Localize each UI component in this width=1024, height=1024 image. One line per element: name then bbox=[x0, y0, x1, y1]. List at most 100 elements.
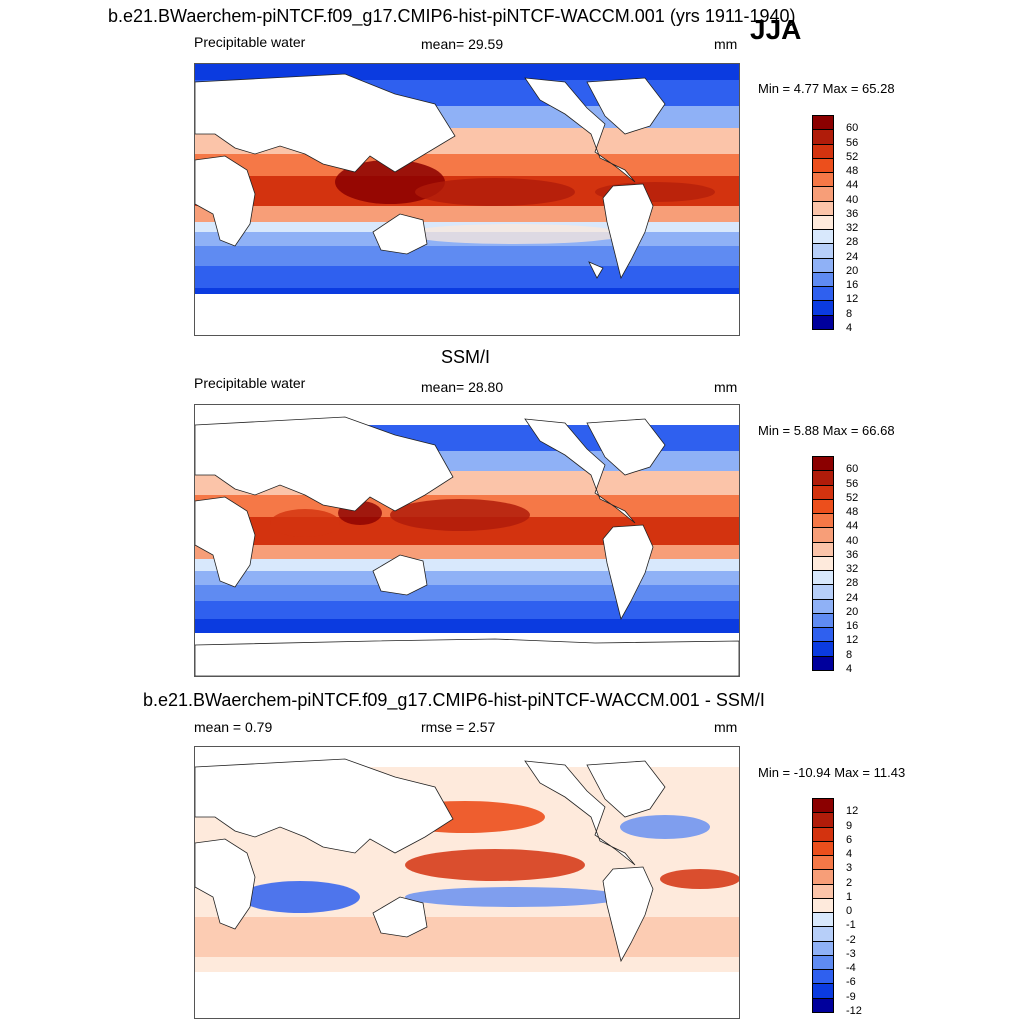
panel2-colorbar-swatch bbox=[812, 456, 834, 472]
panel1-colorbar-tick: 60 bbox=[846, 122, 859, 135]
panel1-colorbar-swatch bbox=[812, 229, 834, 245]
panel3-colorbar-swatch bbox=[812, 912, 834, 928]
panel3-colorbar-tick: -12 bbox=[846, 1005, 862, 1017]
panel1-map bbox=[194, 63, 740, 336]
panel2-colorbar-tick: 8 bbox=[846, 648, 853, 661]
panel3-colorbar-tick: -2 bbox=[846, 933, 856, 946]
panel1-colorbar-swatch bbox=[812, 314, 834, 330]
panel3-colorbar-tick: -9 bbox=[846, 990, 856, 1003]
panel3-units: mm bbox=[714, 719, 738, 735]
panel1-variable-label: Precipitable water bbox=[194, 34, 306, 50]
panel3-colorbar-tick: -1 bbox=[846, 919, 856, 932]
panel3-colorbar-swatch bbox=[812, 969, 834, 985]
panel3-colorbar-swatch bbox=[812, 855, 834, 871]
panel2-minmax: Min = 5.88 Max = 66.68 bbox=[758, 423, 895, 438]
panel3-map bbox=[194, 746, 740, 1019]
panel1-colorbar-swatch bbox=[812, 186, 834, 202]
panel2-colorbar-swatch bbox=[812, 498, 834, 515]
panel2-variable-label: Precipitable water bbox=[194, 375, 306, 391]
panel1-colorbar-swatch bbox=[812, 271, 834, 288]
panel2-colorbar-tick: 52 bbox=[846, 491, 859, 504]
panel2-colorbar-swatch bbox=[812, 555, 834, 572]
panel3-colorbar-swatch bbox=[812, 997, 834, 1013]
panel1-colorbar-tick: 12 bbox=[846, 293, 859, 306]
panel1-colorbar-tick: 48 bbox=[846, 165, 859, 178]
panel1-colorbar-swatch bbox=[812, 214, 834, 231]
panel2-colorbar-swatch bbox=[812, 598, 834, 614]
panel1-colorbar-tick: 44 bbox=[846, 179, 859, 192]
panel3-colorbar-swatch bbox=[812, 897, 834, 914]
panel3-colorbar: 12 9 6 4 3 2 1 0 -1 -2 -3 -4 -6 -9 -12 bbox=[812, 798, 872, 1017]
panel1-colorbar-swatch bbox=[812, 300, 834, 316]
panel3-colorbar-swatch bbox=[812, 983, 834, 999]
panel2-colorbar-swatch bbox=[812, 627, 834, 643]
panel2-colorbar-swatch bbox=[812, 570, 834, 586]
panel3-colorbar-tick: 2 bbox=[846, 876, 853, 889]
panel3-colorbar-swatch bbox=[812, 954, 834, 971]
panel3-rmse-label: rmse = 2.57 bbox=[421, 719, 496, 735]
panel3-colorbar-swatch bbox=[812, 940, 834, 956]
panel2-subtitle: SSM/I bbox=[441, 347, 491, 367]
panel1-colorbar-tick: 28 bbox=[846, 236, 859, 249]
panel3-colorbar-swatch bbox=[812, 826, 834, 842]
panel1-colorbar-tick: 40 bbox=[846, 193, 859, 206]
panel3-colorbar-swatch bbox=[812, 926, 834, 942]
panel2-map bbox=[194, 404, 740, 677]
panel1-colorbar-tick: 8 bbox=[846, 307, 853, 320]
panel2-colorbar-tick: 56 bbox=[846, 477, 859, 490]
panel2-colorbar-tick: 24 bbox=[846, 591, 859, 604]
panel1-colorbar-swatch bbox=[812, 129, 834, 145]
panel1-colorbar-tick: 16 bbox=[846, 279, 859, 292]
panel3-colorbar-tick: 6 bbox=[846, 833, 853, 846]
panel1-colorbar-tick: 24 bbox=[846, 250, 859, 263]
panel3-colorbar-tick: 1 bbox=[846, 890, 853, 903]
panel3-colorbar-swatch bbox=[812, 840, 834, 857]
panel3-mean-label: mean = 0.79 bbox=[194, 719, 273, 735]
panel2-colorbar-tick: 20 bbox=[846, 605, 859, 618]
panel2-colorbar-tick: 36 bbox=[846, 548, 859, 561]
panel2-mean-label: mean= 28.80 bbox=[421, 379, 504, 395]
panel1-colorbar-tick: 52 bbox=[846, 150, 859, 163]
panel1-colorbar-swatch bbox=[812, 243, 834, 259]
panel1-colorbar-swatch bbox=[812, 286, 834, 302]
panel1-colorbar: 60 56 52 48 44 40 36 32 28 24 20 16 12 8 4 bbox=[812, 115, 872, 334]
panel2-colorbar-swatch bbox=[812, 641, 834, 657]
panel3-colorbar-tick: -6 bbox=[846, 976, 856, 989]
panel2-colorbar-tick: 44 bbox=[846, 520, 859, 533]
panel3-minmax: Min = -10.94 Max = 11.43 bbox=[758, 765, 906, 780]
panel2-colorbar-swatch bbox=[812, 470, 834, 486]
panel2-colorbar: 60 56 52 48 44 40 36 32 28 24 20 16 12 8 4 bbox=[812, 456, 872, 675]
panel3-colorbar-tick: 9 bbox=[846, 819, 853, 832]
panel1-colorbar-swatch bbox=[812, 115, 834, 131]
panel2-colorbar-tick: 12 bbox=[846, 634, 859, 647]
panel3-colorbar-tick: 3 bbox=[846, 862, 853, 875]
panel2-colorbar-swatch bbox=[812, 541, 834, 557]
panel3-colorbar-tick: 0 bbox=[846, 905, 853, 918]
panel2-units: mm bbox=[714, 379, 738, 395]
panel2-colorbar-tick: 4 bbox=[846, 663, 853, 675]
panel2-colorbar-swatch bbox=[812, 612, 834, 629]
panel2-colorbar-tick: 32 bbox=[846, 563, 859, 576]
panel3-colorbar-tick: 4 bbox=[846, 848, 853, 861]
panel1-colorbar-tick: 32 bbox=[846, 222, 859, 235]
panel1-colorbar-tick: 4 bbox=[846, 322, 853, 334]
panel1-colorbar-swatch bbox=[812, 257, 834, 273]
panel3-colorbar-tick: 12 bbox=[846, 805, 859, 818]
panel3-subtitle: b.e21.BWaerchem-piNTCF.f09_g17.CMIP6-his… bbox=[143, 690, 765, 710]
panel3-colorbar-tick: -4 bbox=[846, 962, 856, 975]
panel3-colorbar-swatch bbox=[812, 883, 834, 899]
panel2-colorbar-swatch bbox=[812, 655, 834, 671]
panel2-colorbar-swatch bbox=[812, 527, 834, 543]
panel2-colorbar-tick: 60 bbox=[846, 463, 859, 476]
panel1-colorbar-tick: 36 bbox=[846, 207, 859, 220]
panel1-mean-label: mean= 29.59 bbox=[421, 36, 504, 52]
panel1-colorbar-tick: 56 bbox=[846, 136, 859, 149]
panel2-colorbar-swatch bbox=[812, 513, 834, 529]
panel2-colorbar-swatch bbox=[812, 484, 834, 500]
panel1-colorbar-swatch bbox=[812, 157, 834, 174]
panel3-colorbar-swatch bbox=[812, 798, 834, 814]
panel3-colorbar-swatch bbox=[812, 869, 834, 885]
panel2-colorbar-tick: 40 bbox=[846, 534, 859, 547]
panel1-colorbar-swatch bbox=[812, 143, 834, 159]
panel2-colorbar-tick: 48 bbox=[846, 506, 859, 519]
